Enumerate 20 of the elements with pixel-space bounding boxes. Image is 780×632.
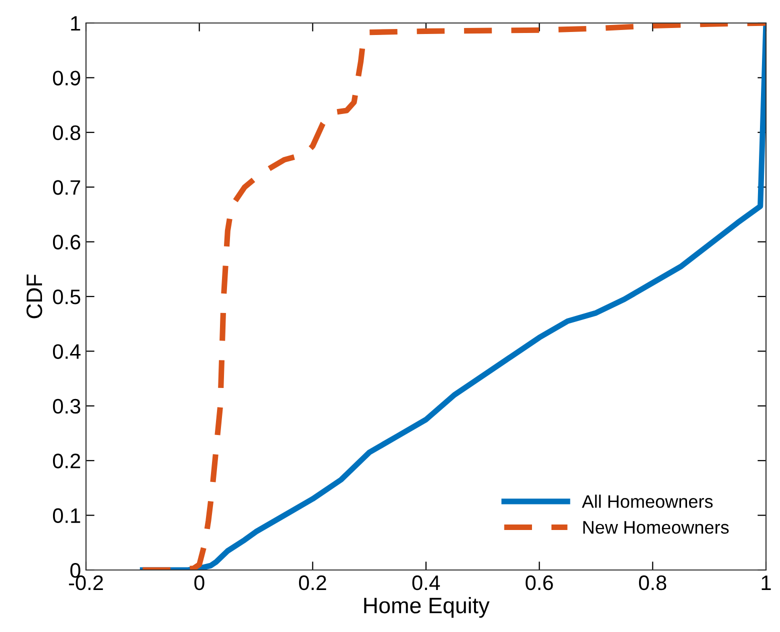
x-tick-label: 0 [194, 575, 204, 590]
x-tick-label: 0.6 [526, 575, 553, 590]
y-tick-label: 1 [71, 16, 80, 31]
x-tick-label: 1 [762, 576, 771, 590]
y-tick-label: 0.8 [52, 125, 80, 140]
y-tick-label: 0.7 [52, 180, 80, 195]
y-tick-label: 0.5 [52, 290, 80, 304]
y-tick-label: 0.4 [52, 344, 81, 359]
x-axis-title: Home Equity [364, 597, 490, 618]
x-tick-label: 0.2 [299, 575, 326, 590]
y-tick-label: 0.9 [52, 70, 80, 86]
legend-label: New Homeowners [583, 521, 729, 534]
y-tick-label: 0.2 [52, 454, 80, 468]
legend-label: All Homeowners [582, 494, 713, 508]
x-tick-label: 0.8 [639, 575, 666, 590]
y-tick-label: 0.6 [52, 234, 80, 250]
y-axis-title: CDF [26, 274, 42, 318]
x-tick-label: 0.4 [412, 575, 440, 590]
y-tick-label: 0.1 [52, 508, 80, 524]
y-tick-label: 0.3 [52, 398, 80, 414]
